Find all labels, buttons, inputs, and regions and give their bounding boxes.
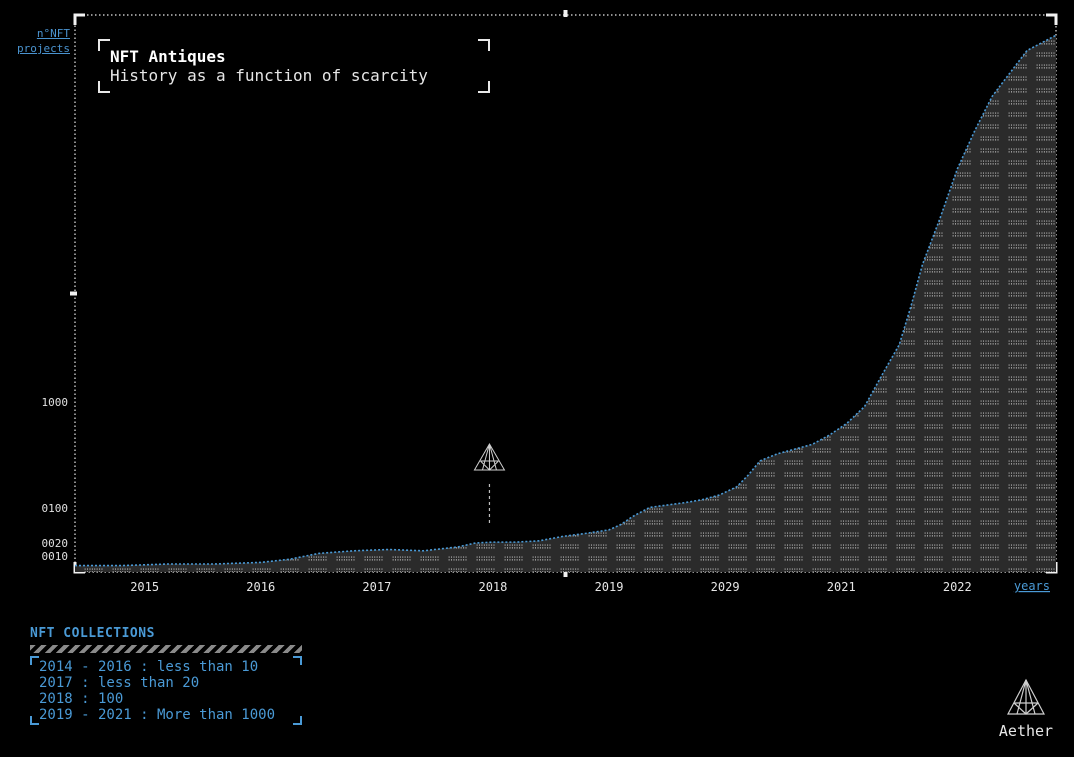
y-tick-label: 0100 [42, 502, 69, 515]
legend-title: NFT COLLECTIONS [30, 626, 155, 641]
x-tick-label: 2029 [711, 580, 740, 594]
legend-item: 2014 - 2016 : less than 10 [39, 659, 259, 675]
legend: NFT COLLECTIONS 2014 - 2016 : less than … [30, 626, 304, 725]
aether-tower-icon [1007, 678, 1045, 715]
x-tick-label: 2018 [478, 580, 507, 594]
frame-tick [563, 10, 568, 17]
legend-box: 2014 - 2016 : less than 10 2017 : less t… [30, 656, 302, 725]
area-fill [75, 35, 1056, 572]
y-tick-label: 0010 [42, 550, 69, 563]
frame-corner [73, 13, 85, 25]
x-axis-title: years [1014, 579, 1050, 593]
y-tick-label: 1000 [42, 396, 69, 409]
x-tick-label: 2022 [943, 580, 972, 594]
x-tick-label: 2015 [130, 580, 159, 594]
brand-logo: Aether [990, 678, 1062, 740]
brand-name: Aether [998, 722, 1054, 740]
legend-item: 2017 : less than 20 [39, 675, 200, 691]
legend-item: 2019 - 2021 : More than 1000 [39, 707, 276, 723]
x-tick-label: 2017 [362, 580, 391, 594]
chart-canvas: ∷∷∷∷001000200100100020152016201720182019… [42, 10, 1058, 594]
frame-tick [563, 569, 568, 577]
chart-title-box: NFT Antiques History as a function of sc… [98, 39, 490, 93]
frame-tick [70, 291, 77, 296]
legend-divider [30, 645, 302, 653]
chart-subtitle: History as a function of scarcity [110, 66, 428, 85]
x-tick-label: 2016 [246, 580, 275, 594]
y-tick-label: 0020 [42, 537, 69, 550]
x-tick-label: 2019 [595, 580, 624, 594]
x-tick-label: 2021 [827, 580, 856, 594]
aether-tower-icon [473, 442, 506, 471]
y-axis-title: n°NFT projects [17, 27, 70, 55]
chart-title: NFT Antiques [110, 47, 226, 66]
legend-item: 2018 : 100 [39, 691, 124, 707]
frame-corner [1046, 13, 1058, 25]
